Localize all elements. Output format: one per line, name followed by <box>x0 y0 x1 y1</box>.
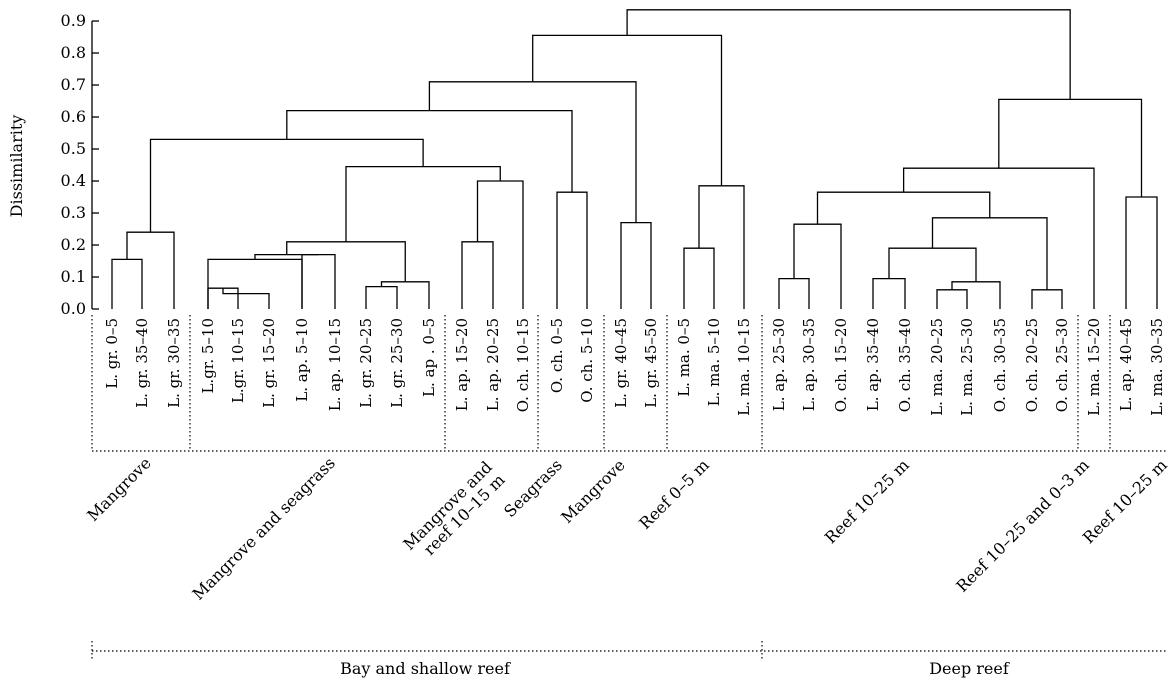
leaf-label: L. ma. 30–35 <box>1148 318 1166 416</box>
dendrogram-link <box>556 191 588 309</box>
leaf-label: L. ap. 10–15 <box>326 318 344 411</box>
y-axis-title: Dissimilarity <box>7 115 26 218</box>
leaf-labels: L. gr. 0–5 L. gr. 35–40 L. gr. 30–35 L.gr. … <box>103 318 1166 416</box>
leaf-label: O. ch. 30–35 <box>991 318 1009 412</box>
dendrogram-link <box>998 98 1143 197</box>
leaf-label: L. ap. 30–35 <box>800 318 818 411</box>
dendrogram-link <box>286 109 573 193</box>
dendrogram-link <box>461 241 494 309</box>
dendrogram-link <box>683 247 715 309</box>
leaf-label: L. ma. 10–15 <box>735 318 753 416</box>
leaf-label: L. ap. 15–20 <box>453 318 471 411</box>
y-tick-label: 0.1 <box>61 267 86 286</box>
leaf-label: L. ap . 0–5 <box>420 318 438 397</box>
y-tick-label: 0.8 <box>61 43 86 62</box>
group-label: Mangrove andreef 10–15 m <box>399 457 508 566</box>
group-label: Mangrove <box>557 455 629 527</box>
leaf-label: L. ma. 5–10 <box>705 318 723 406</box>
y-tick-label: 0.3 <box>61 203 86 222</box>
leaf-label: L. ap. 40–45 <box>1117 318 1135 411</box>
leaf-label: L. ma. 0–5 <box>675 318 693 397</box>
y-tick-label: 0.9 <box>61 11 86 30</box>
y-tick-label: 0.2 <box>61 235 86 254</box>
leaf-label: L. gr. 0–5 <box>103 318 121 389</box>
leaf-label: L. ap. 5–10 <box>293 318 311 402</box>
group-label: Seagrass <box>500 455 566 521</box>
dendrogram-link <box>222 288 270 309</box>
leaf-label: L. gr. 15–20 <box>260 318 278 408</box>
dendrogram-link <box>428 81 637 223</box>
dendrogram-link <box>816 191 991 225</box>
y-tick-label: 0.5 <box>61 139 86 158</box>
group-label: Reef 0–5 m <box>635 455 713 533</box>
region-label: Bay and shallow reef <box>340 659 511 678</box>
dendrogram-link <box>301 253 336 309</box>
dendrogram-link <box>872 277 906 309</box>
group-label: Reef 10–25 m <box>1079 455 1171 547</box>
dendrogram-link <box>936 289 968 309</box>
dendrogram-link <box>620 221 652 309</box>
leaf-label: L. ma. 25–30 <box>958 318 976 416</box>
dendrogram-link <box>380 281 430 309</box>
dendrogram-link <box>793 223 842 309</box>
leaf-label: L. gr. 40–45 <box>612 318 630 408</box>
leaf-label: L. gr. 25–30 <box>388 318 406 408</box>
leaf-label: O. ch. 10–15 <box>514 318 532 412</box>
y-axis: 0.0 0.1 0.2 0.3 0.4 0.5 0.6 0.7 0.8 0.9 <box>61 11 99 318</box>
leaf-label: O. ch. 20–25 <box>1023 318 1041 412</box>
leaf-label: L. gr. 45–50 <box>642 318 660 408</box>
leaf-label: O. ch. 25–30 <box>1053 318 1071 412</box>
leaf-label: L. gr. 30–35 <box>165 318 183 408</box>
region-label: Deep reef <box>929 659 1010 678</box>
dendrogram-link <box>778 277 810 309</box>
group-label: Reef 10–25 and 0–3 m <box>952 455 1092 595</box>
y-tick-label: 0.4 <box>61 171 86 190</box>
leaf-label: L. ap. 25–30 <box>770 318 788 411</box>
leaf-label: L. ap. 35–40 <box>864 318 882 411</box>
dendrogram-link <box>254 253 319 260</box>
y-tick-label: 0.0 <box>61 299 86 318</box>
leaf-label: O. ch. 35–40 <box>896 318 914 412</box>
leaf-label: O. ch. 15–20 <box>832 318 850 412</box>
group-label: Mangrove and seagrass <box>189 453 339 603</box>
dendrogram-link <box>111 258 143 309</box>
dendrogram-link <box>286 241 406 282</box>
group-label: Reef 10–25 m <box>821 455 913 547</box>
dendrogram-link <box>207 258 303 309</box>
dendrogram-link <box>476 180 524 309</box>
leaf-label: L. gr. 35–40 <box>133 318 151 408</box>
dendrogram-link <box>951 281 1001 309</box>
y-tick-label: 0.7 <box>61 75 86 94</box>
dendrogram-link <box>931 217 1048 290</box>
dendrogram-link <box>698 185 745 309</box>
leaf-label: L. ma. 15–20 <box>1085 318 1103 416</box>
y-tick-label: 0.6 <box>61 107 86 126</box>
leaf-label: O. ch. 5–10 <box>578 318 596 403</box>
dendrogram-links <box>111 9 1158 309</box>
dendrogram-link <box>365 285 398 309</box>
leaf-label: L. ma. 20–25 <box>928 318 946 416</box>
leaf-label: L. gr. 20–25 <box>357 318 375 408</box>
dendrogram-link <box>149 138 424 233</box>
dendrogram-link <box>1031 289 1063 309</box>
leaf-label: L.gr. 10–15 <box>229 318 247 403</box>
dendrogram-link <box>126 231 175 309</box>
region-groups: Bay and shallow reef Deep reef <box>91 641 1168 678</box>
leaf-label: L.gr. 5–10 <box>199 318 217 394</box>
dendrogram-link <box>1125 196 1158 309</box>
leaf-label: O. ch. 0–5 <box>548 318 566 393</box>
dendrogram-link <box>626 9 1071 100</box>
dendrogram-link <box>888 247 977 282</box>
leaf-label: L. ap. 20–25 <box>484 318 502 411</box>
group-label: Mangrove <box>83 453 155 525</box>
